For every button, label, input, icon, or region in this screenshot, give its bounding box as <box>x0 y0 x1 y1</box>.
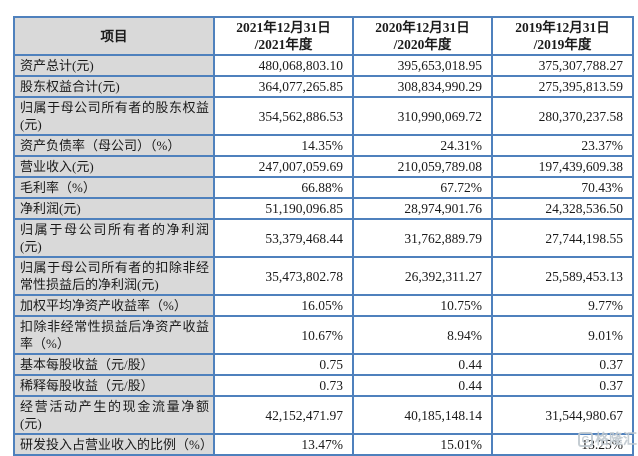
row-value: 0.37 <box>491 374 634 397</box>
table-row: 毛利率（%） 66.88% 67.72% 70.43% <box>13 176 634 199</box>
row-value: 24.31% <box>352 134 493 157</box>
row-value: 308,834,990.29 <box>352 75 493 98</box>
table-row: 股东权益合计(元) 364,077,265.85 308,834,990.29 275… <box>13 75 634 98</box>
row-value: 53,379,468.44 <box>213 218 354 258</box>
row-value: 9.01% <box>491 315 634 355</box>
row-value: 28,974,901.76 <box>352 197 493 220</box>
table-row: 归属于母公司所有者的净利润(元) 53,379,468.44 31,762,889.… <box>13 218 634 258</box>
row-value: 275,395,813.59 <box>491 75 634 98</box>
row-value: 10.75% <box>352 294 493 317</box>
row-value: 354,562,886.53 <box>213 96 354 136</box>
row-label: 净利润(元) <box>13 197 215 220</box>
row-value: 310,990,069.72 <box>352 96 493 136</box>
financial-summary-table: 项目 2021年12月31日 /2021年度 2020年12月31日 /2020… <box>13 16 634 456</box>
row-value: 0.75 <box>213 353 354 376</box>
gelonghui-logo-icon: G <box>578 431 593 447</box>
column-header-2020: 2020年12月31日 /2020年度 <box>352 16 493 56</box>
row-value: 67.72% <box>352 176 493 199</box>
gelonghui-watermark-text: 格隆汇 <box>595 431 637 447</box>
row-value: 0.73 <box>213 374 354 397</box>
row-label: 扣除非经常性损益后净资产收益率（%） <box>13 315 215 355</box>
row-label: 资产负债率（母公司）（%） <box>13 134 215 157</box>
row-value: 0.44 <box>352 353 493 376</box>
row-value: 375,307,788.27 <box>491 54 634 77</box>
row-label: 研发投入占营业收入的比例（%） <box>13 433 215 456</box>
table-row: 营业收入(元) 247,007,059.69 210,059,789.08 197,4… <box>13 155 634 178</box>
row-value: 35,473,802.78 <box>213 256 354 296</box>
row-value: 13.25% <box>491 433 634 456</box>
row-label: 股东权益合计(元) <box>13 75 215 98</box>
row-label: 归属于母公司所有者的扣除非经常性损益后的净利润(元) <box>13 256 215 296</box>
header-row: 项目 2021年12月31日 /2021年度 2020年12月31日 /2020… <box>13 16 634 56</box>
row-value: 25,589,453.13 <box>491 256 634 296</box>
row-value: 40,185,148.14 <box>352 395 493 435</box>
row-value: 210,059,789.08 <box>352 155 493 178</box>
row-value: 26,392,311.27 <box>352 256 493 296</box>
row-value: 14.35% <box>213 134 354 157</box>
row-label: 基本每股收益（元/股） <box>13 353 215 376</box>
row-value: 66.88% <box>213 176 354 199</box>
row-value: 24,328,536.50 <box>491 197 634 220</box>
row-label: 经营活动产生的现金流量净额(元) <box>13 395 215 435</box>
table-body: 资产总计(元) 480,068,803.10 395,653,018.95 375,3… <box>13 54 634 456</box>
table-row: 净利润(元) 51,190,096.85 28,974,901.76 24,328,5… <box>13 197 634 220</box>
table-row: 资产总计(元) 480,068,803.10 395,653,018.95 375,3… <box>13 54 634 77</box>
row-value: 31,544,980.67 <box>491 395 634 435</box>
column-header-item: 项目 <box>13 16 215 56</box>
column-header-2021: 2021年12月31日 /2021年度 <box>213 16 354 56</box>
row-value: 42,152,471.97 <box>213 395 354 435</box>
gelonghui-watermark: G 格隆汇 <box>578 429 637 449</box>
table-row: 基本每股收益（元/股） 0.75 0.44 0.37 <box>13 353 634 376</box>
row-value: 247,007,059.69 <box>213 155 354 178</box>
row-value: 8.94% <box>352 315 493 355</box>
financial-summary: 项目 2021年12月31日 /2021年度 2020年12月31日 /2020… <box>13 16 634 456</box>
row-value: 70.43% <box>491 176 634 199</box>
table-row: 加权平均净资产收益率（%） 16.05% 10.75% 9.77% <box>13 294 634 317</box>
row-label: 营业收入(元) <box>13 155 215 178</box>
row-value: 27,744,198.55 <box>491 218 634 258</box>
row-value: 364,077,265.85 <box>213 75 354 98</box>
table-row: 稀释每股收益（元/股） 0.73 0.44 0.37 <box>13 374 634 397</box>
row-value: 0.37 <box>491 353 634 376</box>
row-value: 197,439,609.38 <box>491 155 634 178</box>
row-label: 毛利率（%） <box>13 176 215 199</box>
table-row: 扣除非经常性损益后净资产收益率（%） 10.67% 8.94% 9.01% <box>13 315 634 355</box>
table-row: 研发投入占营业收入的比例（%） 13.47% 15.01% 13.25% <box>13 433 634 456</box>
row-value: 10.67% <box>213 315 354 355</box>
row-value: 280,370,237.58 <box>491 96 634 136</box>
row-value: 9.77% <box>491 294 634 317</box>
row-label: 资产总计(元) <box>13 54 215 77</box>
row-value: 480,068,803.10 <box>213 54 354 77</box>
row-value: 15.01% <box>352 433 493 456</box>
row-value: 16.05% <box>213 294 354 317</box>
table-row: 归属于母公司所有者的扣除非经常性损益后的净利润(元) 35,473,802.78 2… <box>13 256 634 296</box>
row-value: 31,762,889.79 <box>352 218 493 258</box>
row-label: 归属于母公司所有者的净利润(元) <box>13 218 215 258</box>
row-label: 稀释每股收益（元/股） <box>13 374 215 397</box>
row-value: 13.47% <box>213 433 354 456</box>
row-value: 395,653,018.95 <box>352 54 493 77</box>
table-row: 经营活动产生的现金流量净额(元) 42,152,471.97 40,185,148.… <box>13 395 634 435</box>
row-value: 23.37% <box>491 134 634 157</box>
row-value: 0.44 <box>352 374 493 397</box>
table-row: 归属于母公司所有者的股东权益(元) 354,562,886.53 310,990,0… <box>13 96 634 136</box>
table-row: 资产负债率（母公司）（%） 14.35% 24.31% 23.37% <box>13 134 634 157</box>
column-header-2019: 2019年12月31日 /2019年度 <box>491 16 634 56</box>
row-label: 加权平均净资产收益率（%） <box>13 294 215 317</box>
row-value: 51,190,096.85 <box>213 197 354 220</box>
row-label: 归属于母公司所有者的股东权益(元) <box>13 96 215 136</box>
